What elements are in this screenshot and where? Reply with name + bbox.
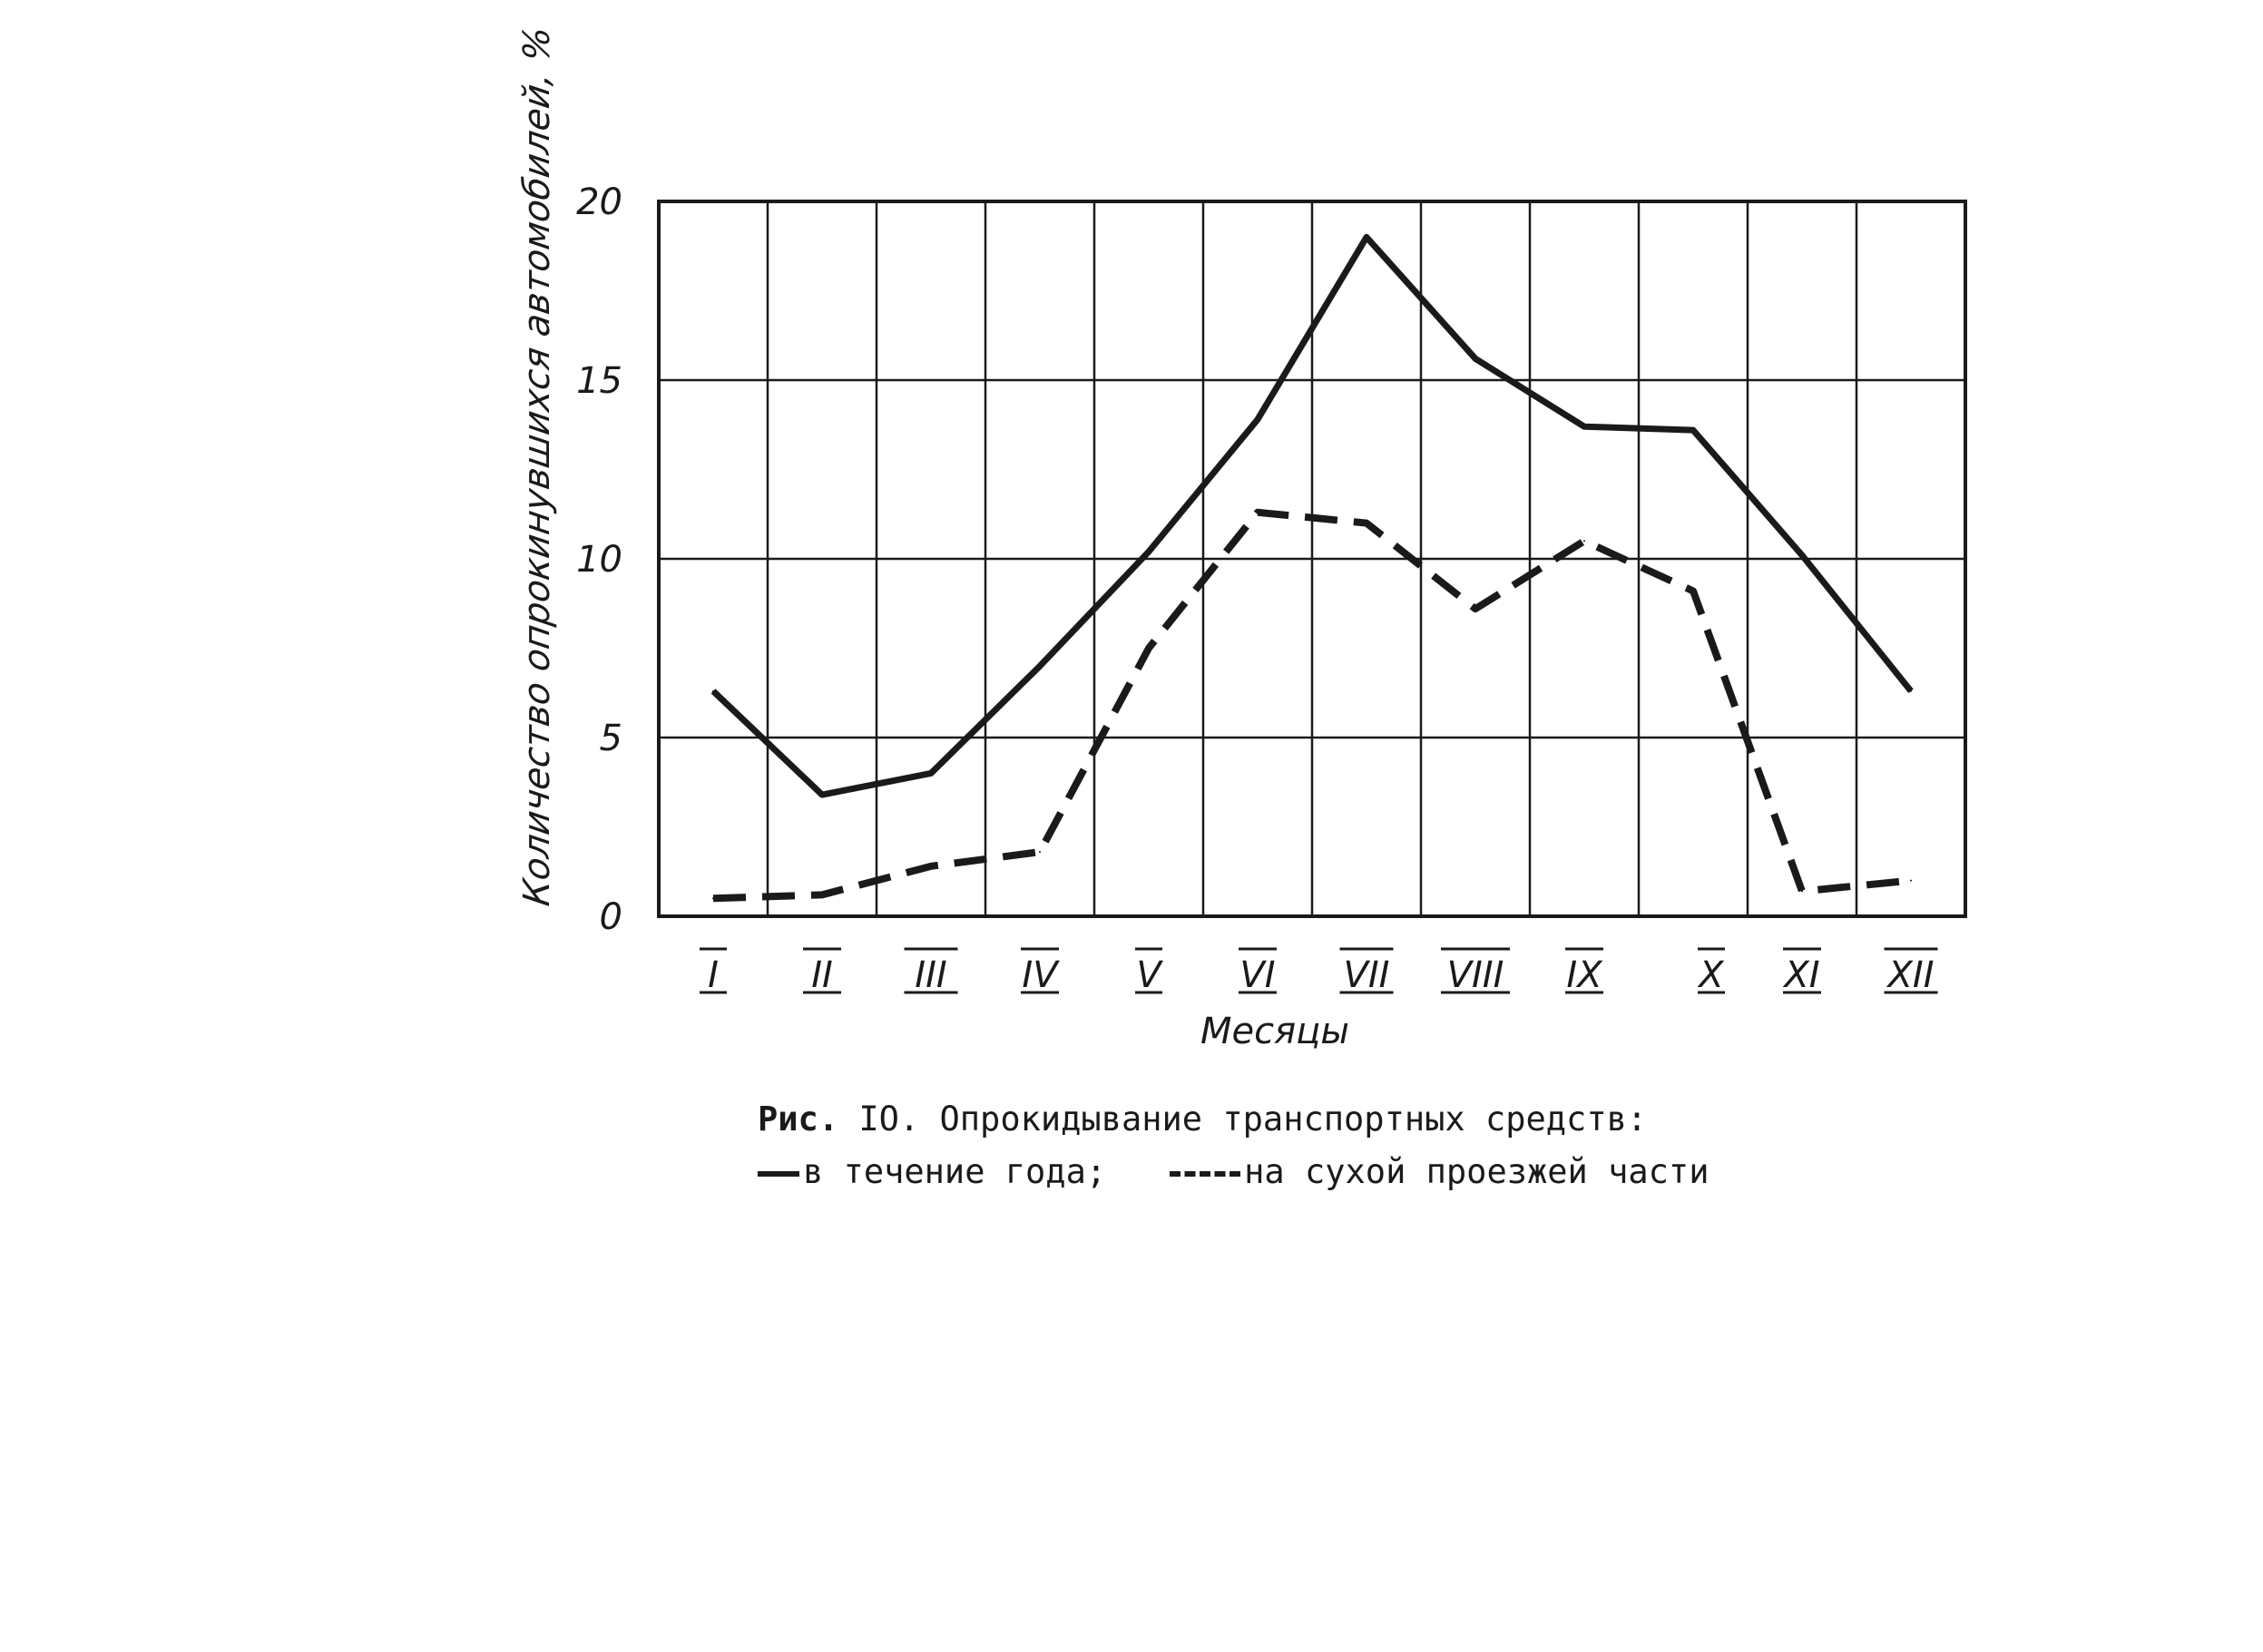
chart-grid bbox=[657, 200, 1967, 918]
x-tick-label: XII bbox=[1886, 954, 1935, 996]
x-tick-label: II bbox=[811, 954, 833, 996]
x-tick-label: V bbox=[1136, 954, 1163, 996]
x-axis-title: Месяцы bbox=[1200, 1011, 1349, 1052]
data-point bbox=[1583, 425, 1585, 428]
x-tick: VII bbox=[1339, 947, 1394, 996]
data-point bbox=[1910, 689, 1912, 692]
series-line-dry-road bbox=[712, 508, 1912, 903]
x-axis-ticks: I II III IV V VI VII VIII IX X XI XII bbox=[700, 947, 1938, 996]
data-point bbox=[1801, 554, 1803, 557]
data-point bbox=[1039, 851, 1041, 854]
data-point bbox=[1474, 608, 1476, 611]
y-axis-ticks: 0 5 10 15 20 bbox=[576, 181, 622, 938]
data-point bbox=[1366, 522, 1367, 524]
data-point bbox=[1910, 879, 1912, 882]
y-axis-title: Количество опрокинувшихся автомобилей, % bbox=[516, 24, 558, 909]
data-point bbox=[712, 689, 714, 692]
x-tick: VI bbox=[1239, 947, 1277, 996]
data-point bbox=[1366, 236, 1367, 239]
x-tick: IV bbox=[1021, 947, 1060, 996]
x-tick: IX bbox=[1565, 947, 1603, 996]
x-tick: I bbox=[700, 947, 727, 996]
data-point bbox=[1474, 357, 1476, 360]
data-point bbox=[1692, 429, 1694, 432]
data-point bbox=[930, 865, 932, 867]
data-point bbox=[1039, 665, 1041, 668]
legend-solid-line-icon bbox=[758, 1170, 799, 1177]
legend-solid-label: в течение года; bbox=[803, 1152, 1107, 1191]
x-tick: X bbox=[1697, 947, 1725, 996]
data-point bbox=[821, 794, 823, 797]
x-tick-label: VII bbox=[1344, 954, 1390, 996]
legend-dashed-line-icon bbox=[1170, 1170, 1241, 1177]
legend-dashed-label: на сухой проезжей части bbox=[1244, 1152, 1709, 1191]
x-tick-label: III bbox=[915, 954, 946, 996]
data-point bbox=[1257, 418, 1259, 421]
x-tick: XI bbox=[1782, 947, 1821, 996]
data-point bbox=[821, 894, 823, 896]
data-point bbox=[930, 772, 932, 775]
x-tick-label: IX bbox=[1566, 954, 1603, 996]
data-point bbox=[1692, 590, 1694, 592]
x-tick-label: IV bbox=[1022, 954, 1060, 996]
y-tick-label: 15 bbox=[576, 360, 622, 402]
y-tick-label: 5 bbox=[600, 718, 622, 759]
data-point bbox=[1583, 540, 1585, 543]
x-tick: V bbox=[1135, 947, 1163, 996]
y-tick-label: 20 bbox=[576, 181, 622, 223]
x-tick-label: VI bbox=[1239, 954, 1275, 996]
caption-title: Опрокидывание транспортных средств: bbox=[939, 1100, 1648, 1139]
series-line-year bbox=[710, 233, 1914, 798]
x-tick-label: XI bbox=[1782, 954, 1819, 996]
x-tick-label: X bbox=[1697, 954, 1725, 996]
caption-number: IO. bbox=[858, 1100, 920, 1139]
x-tick-label: I bbox=[708, 954, 719, 996]
x-tick: III bbox=[904, 947, 958, 996]
x-tick: XII bbox=[1884, 947, 1938, 996]
caption-label: Рис. bbox=[758, 1100, 839, 1139]
y-tick-label: 0 bbox=[600, 896, 622, 938]
x-tick: VIII bbox=[1441, 947, 1510, 996]
data-point bbox=[1148, 551, 1150, 553]
x-tick-label: VIII bbox=[1447, 954, 1504, 996]
data-point bbox=[1148, 647, 1150, 650]
data-point bbox=[712, 897, 714, 900]
chart-series bbox=[710, 233, 1914, 903]
y-tick-label: 10 bbox=[576, 539, 622, 581]
figure-caption: Рис. IO. Опрокидывание транспортных сред… bbox=[758, 1093, 1709, 1198]
x-tick: II bbox=[803, 947, 841, 996]
data-point bbox=[1257, 511, 1259, 513]
data-point bbox=[1801, 890, 1803, 893]
